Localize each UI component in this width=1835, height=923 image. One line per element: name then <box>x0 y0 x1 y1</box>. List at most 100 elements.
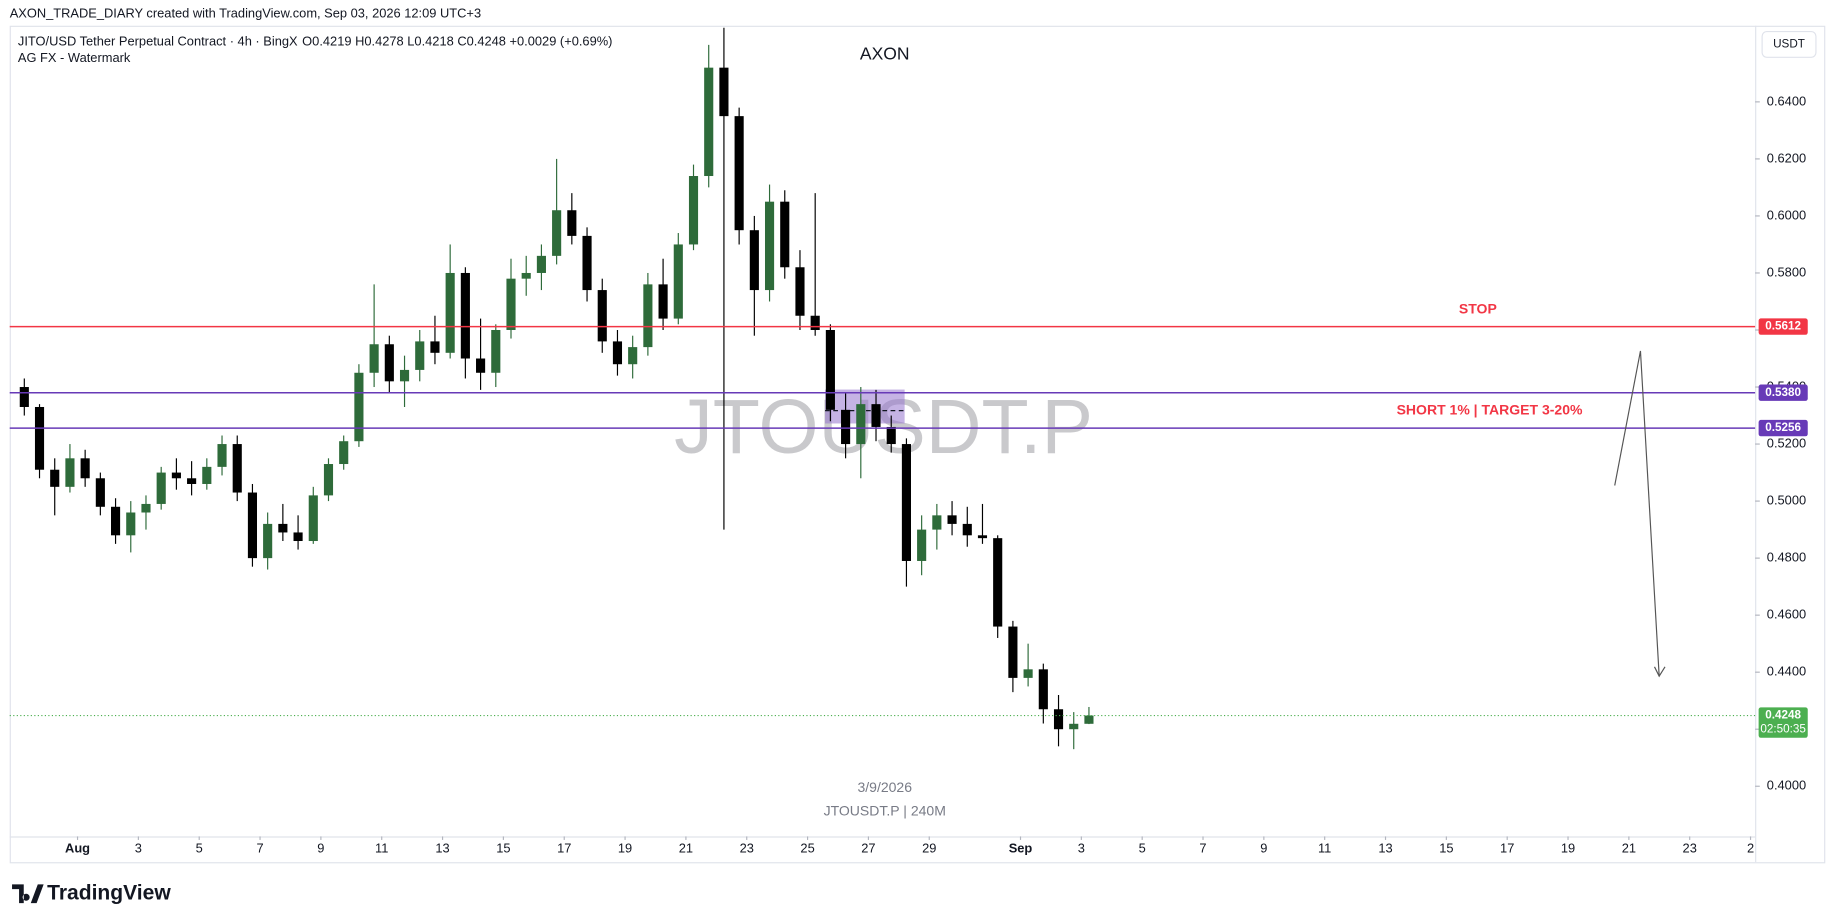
candle-body <box>50 469 60 487</box>
candle-body <box>886 426 896 445</box>
candle-body <box>521 272 531 279</box>
candle-body <box>263 523 273 559</box>
candle-body <box>491 329 501 373</box>
candle-body <box>460 272 470 359</box>
y-tick-label: 0.4400 <box>1767 664 1806 679</box>
y-tick-label: 0.4600 <box>1767 607 1806 622</box>
x-tick-label: 23 <box>1683 841 1697 856</box>
candle-body <box>932 515 942 530</box>
price-tag-label: 0.5380 <box>1765 386 1801 399</box>
price-tag-label: 0.4248 <box>1765 709 1801 722</box>
candle-body <box>901 444 911 561</box>
chart-frame <box>9 25 1826 864</box>
y-tick-label: 0.5000 <box>1767 492 1806 507</box>
candle-body <box>795 267 805 316</box>
candle-body <box>673 244 683 319</box>
candle-body <box>780 201 790 268</box>
x-tick-label: 27 <box>861 841 875 856</box>
candle-body <box>19 387 29 407</box>
x-tick-label: 11 <box>375 841 388 856</box>
x-tick-label: 13 <box>435 841 449 856</box>
x-tick-label: 29 <box>922 841 936 856</box>
x-tick-label: 15 <box>496 841 510 856</box>
x-tick-label: 11 <box>1318 841 1331 856</box>
candle-body <box>962 523 972 536</box>
candle-body <box>643 284 653 348</box>
candle-body <box>202 466 212 484</box>
x-tick-label: 9 <box>1260 841 1267 856</box>
price-tag <box>1758 384 1808 401</box>
candle-body <box>308 495 318 542</box>
candle-body <box>278 523 288 533</box>
candle-body <box>536 255 546 273</box>
candle-body <box>917 529 927 561</box>
y-tick-label: 0.4000 <box>1767 778 1806 793</box>
date-caption: 3/9/2026 <box>857 779 912 795</box>
y-tick-label: 0.6000 <box>1767 207 1806 222</box>
candle-body <box>415 341 425 370</box>
annotation: SHORT 1% | TARGET 3-20% <box>1397 401 1583 417</box>
candle-body <box>65 458 75 487</box>
header: AXON_TRADE_DIARY created with TradingVie… <box>10 5 481 20</box>
candle-body <box>95 478 105 507</box>
y-tick-label: 0.4800 <box>1767 550 1806 565</box>
x-tick-label: 7 <box>256 841 263 856</box>
x-tick-label: 19 <box>618 841 632 856</box>
candle-body <box>399 369 410 382</box>
candle-body <box>354 372 364 442</box>
x-tick-label: 9 <box>317 841 324 856</box>
logo-icon <box>12 884 44 904</box>
candle-body <box>1084 715 1094 724</box>
candle-body <box>369 344 379 373</box>
candle-body <box>825 329 835 410</box>
price-tag <box>1758 318 1808 335</box>
marks: 0.40000.42000.44000.46000.48000.50000.52… <box>9 27 1808 856</box>
candle-body <box>126 512 136 536</box>
x-tick-label: 3 <box>1078 841 1085 856</box>
candle-body <box>856 404 866 445</box>
candle-body <box>1023 669 1033 678</box>
x-tick-label: 25 <box>800 841 814 856</box>
candle-body <box>34 406 45 470</box>
x-tick-label: 7 <box>1199 841 1206 856</box>
candle-body <box>658 284 668 319</box>
y-tick-label: 0.5200 <box>1767 435 1806 450</box>
candle-body <box>339 441 349 465</box>
candle-body <box>384 344 394 382</box>
candle-body <box>628 347 638 365</box>
candle-body <box>80 458 90 479</box>
x-tick-label: 5 <box>196 841 203 856</box>
x-tick-label: 3 <box>135 841 142 856</box>
candle-body <box>141 503 151 513</box>
candle-body <box>1053 709 1064 730</box>
candle-body <box>323 464 334 496</box>
brand: TradingView <box>47 881 171 904</box>
candle-body <box>947 515 957 524</box>
x-tick-label: 5 <box>1139 841 1146 856</box>
candle-body <box>506 278 516 330</box>
y-tick-label: 0.6200 <box>1767 150 1806 165</box>
candle-body <box>476 358 486 373</box>
y-tick-label: 0.5800 <box>1767 264 1806 279</box>
candle-body <box>430 341 440 353</box>
candle-body <box>749 230 759 291</box>
indicator: AG FX - Watermark <box>18 50 131 65</box>
candle-body <box>247 492 258 559</box>
candle-body <box>597 290 607 342</box>
candle-body <box>1069 723 1079 730</box>
price-tag <box>1758 707 1808 738</box>
x-tick-label: 19 <box>1561 841 1575 856</box>
symbol-caption: JTOUSDT.P | 240M <box>824 803 946 819</box>
candle-body <box>217 444 227 467</box>
currency-label: USDT <box>1773 38 1805 51</box>
currency-button[interactable] <box>1761 31 1817 58</box>
x-tick-label: Sep <box>1009 841 1033 856</box>
candle-body <box>841 409 851 445</box>
candle-body <box>156 472 166 504</box>
candle-body <box>810 315 820 330</box>
x-tick-label: 15 <box>1439 841 1453 856</box>
brand-logo: TradingView <box>12 881 171 904</box>
